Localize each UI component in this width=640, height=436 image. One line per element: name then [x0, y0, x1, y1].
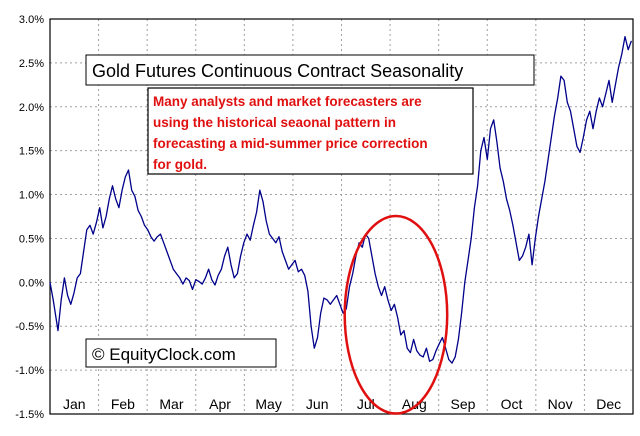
x-tick-label: Jul — [357, 396, 375, 412]
x-tick-label: Feb — [111, 396, 135, 412]
plot-frame — [49, 18, 634, 415]
highlight-ellipse — [343, 214, 449, 415]
chart-title-box: Gold Futures Continuous Contract Seasona… — [85, 54, 535, 86]
chart-title: Gold Futures Continuous Contract Seasona… — [92, 61, 463, 81]
annotation-line-3: forecasting a mid-summer price correctio… — [153, 136, 428, 151]
watermark-box: © EquityClock.com — [85, 338, 277, 368]
x-axis-ticks: Jan Feb Mar Apr May Jun Jul Aug Sep Oct Nov Dec — [63, 396, 621, 412]
x-tick-label: Mar — [159, 396, 183, 412]
y-tick-label: 0.0% — [19, 277, 44, 289]
x-tick-label: Oct — [501, 396, 523, 412]
x-tick-label: Jan — [63, 396, 86, 412]
y-tick-label: -0.5% — [15, 321, 44, 333]
annotation-line-2: using the historical seaonal pattern in — [153, 115, 396, 130]
y-axis-ticks: 3.0% 2.5% 2.0% 1.5% 1.0% 0.5% 0.0% -0.5% -1.0% -1… — [15, 14, 44, 421]
y-tick-label: 1.0% — [19, 190, 44, 202]
x-tick-label: May — [255, 396, 281, 412]
plot-border — [49, 18, 634, 415]
y-tick-label: 2.0% — [19, 102, 44, 114]
y-tick-label: 3.0% — [19, 14, 44, 26]
x-tick-label: Apr — [209, 396, 231, 412]
y-tick-label: 0.5% — [19, 233, 44, 245]
highlight-ellipse-group — [343, 214, 449, 415]
y-tick-label: 1.5% — [19, 146, 44, 158]
annotation-line-4: for gold. — [153, 157, 207, 172]
series-group — [49, 35, 633, 364]
y-tick-label: -1.0% — [15, 365, 44, 377]
x-tick-label: Sep — [450, 396, 475, 412]
seasonality-line — [49, 35, 633, 364]
y-tick-label: -1.5% — [15, 409, 44, 421]
watermark: © EquityClock.com — [92, 345, 236, 364]
annotation-line-1: Many analysts and market forecasters are — [153, 94, 422, 109]
x-tick-label: Dec — [596, 396, 621, 412]
annotation-box: Many analysts and market forecasters are… — [147, 87, 474, 175]
x-tick-label: Nov — [548, 396, 573, 412]
x-tick-label: Jun — [306, 396, 329, 412]
y-tick-label: 2.5% — [19, 58, 44, 70]
